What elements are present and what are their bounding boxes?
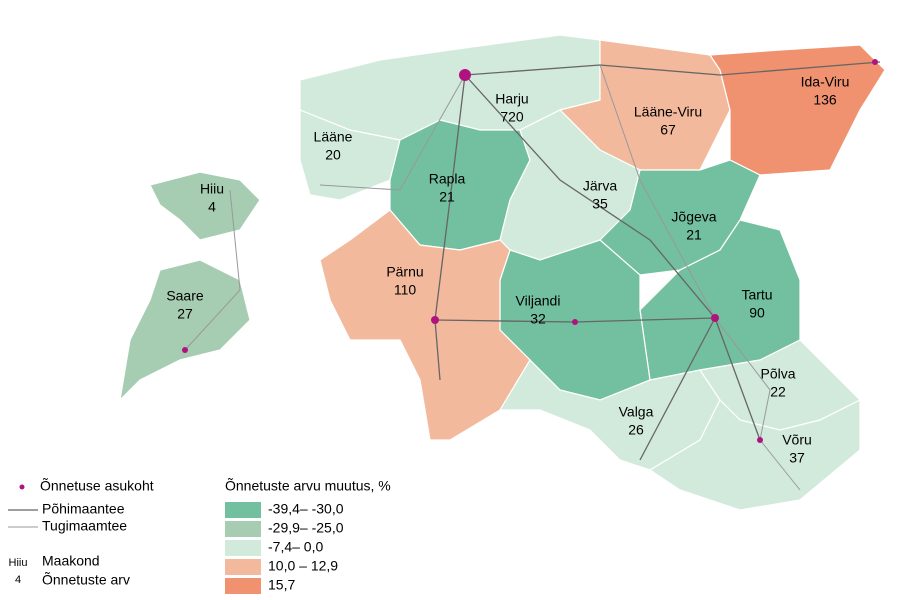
accident-points [182, 59, 878, 443]
county-name: Valga [619, 404, 654, 420]
county-name: Võru [782, 432, 812, 448]
county-count: 27 [177, 306, 193, 322]
legend-secondary-road-label: Tugimaamtee [42, 518, 127, 534]
legend-classes-title: Õnnetuste arvu muutus, % [225, 478, 391, 494]
county-count: 67 [660, 122, 676, 138]
county-name: Järva [583, 178, 617, 194]
roads [184, 61, 881, 491]
county-name: Lääne-Viru [634, 104, 702, 120]
legend-class-label: -39,4– -30,0 [268, 501, 344, 517]
county-name: Põlva [760, 366, 795, 382]
legend-count: Õnnetuste arv [42, 572, 130, 588]
county-count: 35 [592, 196, 608, 212]
county-labels: Harju 720 Lääne 20 Lääne-Viru 67 Ida-Viru 136 Ra… [166, 74, 849, 466]
county-count: 90 [749, 305, 765, 321]
legend-county: Maakond [42, 553, 100, 569]
main-road [464, 61, 881, 76]
county-name: Hiiu [200, 181, 224, 197]
secondary-road [599, 64, 716, 319]
accident-cluster [572, 319, 578, 325]
county-count: 21 [686, 227, 702, 243]
county-count: 22 [770, 384, 786, 400]
county-area [708, 44, 886, 176]
county-area [648, 398, 861, 511]
secondary-road [319, 74, 466, 191]
county-count: 4 [208, 199, 216, 215]
accident-cluster [431, 316, 439, 324]
legend-swatch [225, 559, 261, 575]
county-name: Harju [495, 91, 528, 107]
county-name: Rapla [429, 171, 466, 187]
legend-class-label: -29,9– -25,0 [268, 520, 344, 536]
legend: Õnnetuse asukoht Põhimaantee Tugimaamtee… [8, 478, 391, 594]
legend-swatch [225, 540, 261, 556]
accident-cluster [459, 69, 471, 81]
county-name: Tartu [741, 287, 772, 303]
county-count: 720 [500, 109, 524, 125]
county-area [299, 109, 401, 201]
accident-cluster [182, 347, 188, 353]
county-area [319, 209, 531, 441]
county-name: Viljandi [516, 293, 561, 309]
county-name: Ida-Viru [801, 74, 850, 90]
legend-sample-count: 4 [15, 574, 21, 586]
county-count: 32 [530, 311, 546, 327]
legend-swatch [225, 578, 261, 594]
counties [119, 34, 886, 511]
legend-class-label: 15,7 [268, 577, 295, 593]
county-name: Pärnu [386, 264, 423, 280]
main-road [464, 74, 761, 441]
county-name: Saare [166, 288, 204, 304]
main-road [639, 317, 716, 461]
legend-swatch [225, 521, 261, 537]
county-name: Jõgeva [671, 209, 716, 225]
secondary-road [184, 189, 241, 351]
secondary-road [714, 317, 801, 491]
county-count: 37 [789, 450, 805, 466]
legend-main-road-label: Põhimaantee [42, 501, 125, 517]
legend-sample-name: Hiiu [9, 557, 28, 569]
county-area [149, 171, 261, 241]
legend-points: Õnnetuse asukoht [40, 478, 154, 494]
county-count: 26 [628, 422, 644, 438]
county-count: 110 [394, 282, 417, 298]
county-count: 21 [439, 189, 455, 205]
legend-dot [19, 484, 25, 490]
county-area [119, 259, 251, 402]
county-count: 20 [325, 147, 341, 163]
legend-class-label: 10,0 – 12,9 [268, 558, 338, 574]
accident-cluster [757, 437, 763, 443]
county-name: Lääne [314, 129, 353, 145]
accident-cluster [711, 314, 719, 322]
legend-swatch [225, 502, 261, 518]
main-road [434, 74, 466, 381]
accident-cluster [872, 59, 878, 65]
county-count: 136 [813, 92, 837, 108]
legend-class-label: -7,4– 0,0 [268, 539, 323, 555]
